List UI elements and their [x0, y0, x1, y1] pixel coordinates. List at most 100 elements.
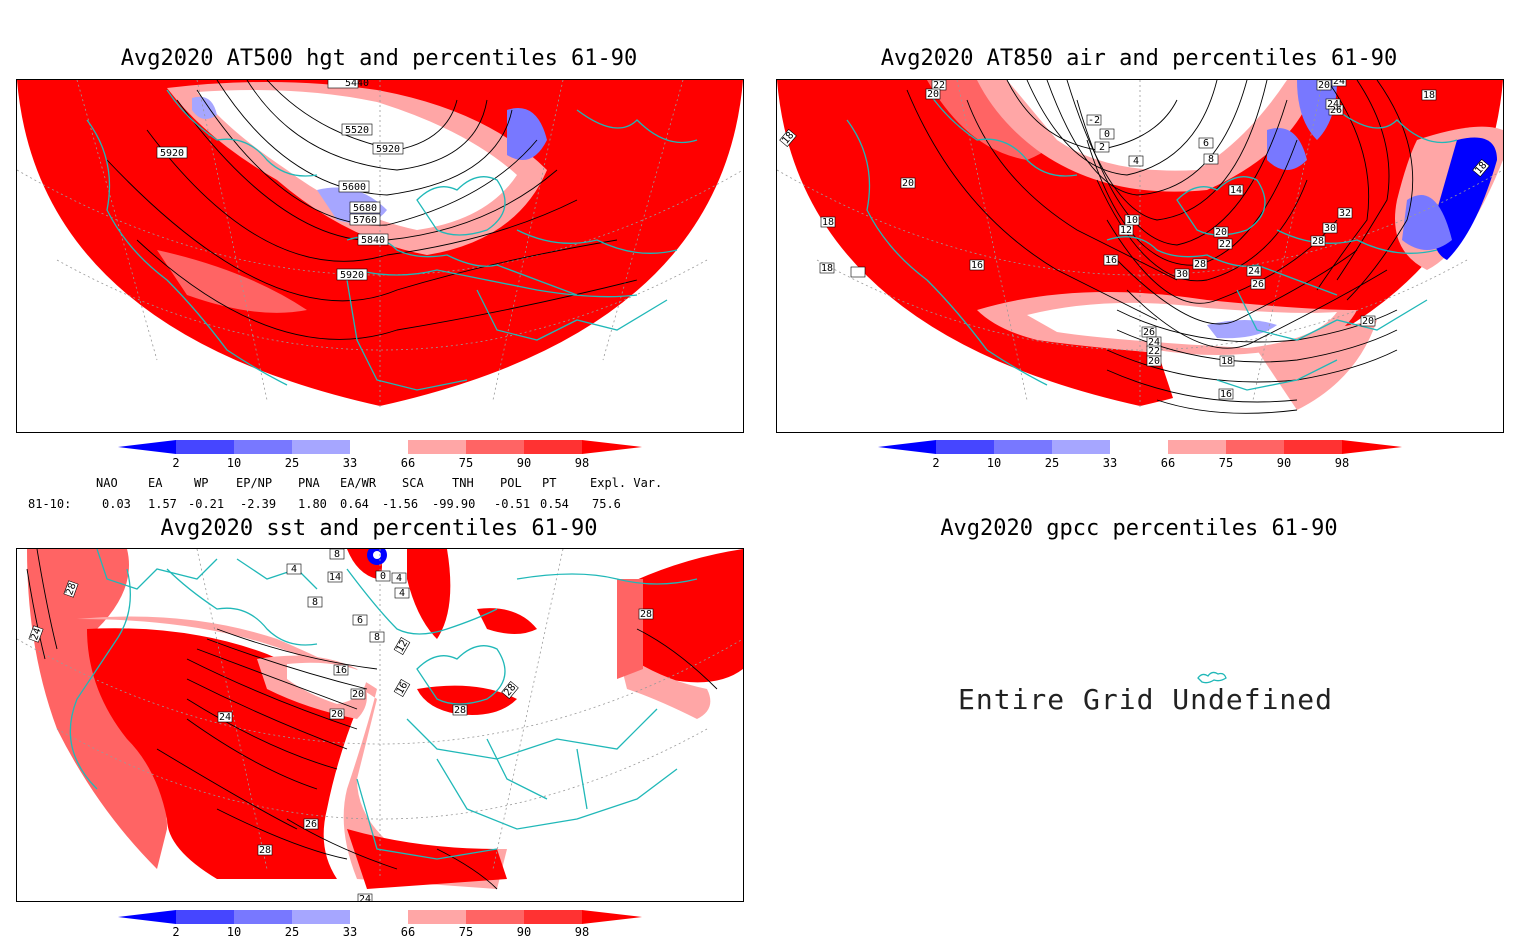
contour-label: 30	[1176, 269, 1188, 280]
index-value: -0.51	[494, 497, 531, 511]
colorbar-tick: 66	[400, 925, 416, 939]
colorbar-tick: 10	[226, 925, 242, 939]
contour-label: 30	[1324, 223, 1336, 234]
panel2-map: 22 20 20 24 18 18 -2 0 2 4 6 8 26 24 18 …	[776, 79, 1504, 433]
index-value: 0.64	[340, 497, 369, 511]
index-value: 1.57	[148, 497, 177, 511]
colorbar-tick: 66	[400, 456, 416, 470]
contour-label: 6	[357, 615, 363, 626]
contour-label: -2	[1088, 115, 1100, 126]
colorbar-tick: 98	[574, 925, 590, 939]
panel3-map: 28 24 8 4 14 0 4 4 8 6 8 12 16 16 20 20 …	[16, 548, 744, 902]
contour-label: 10	[1126, 215, 1138, 226]
contour-label: 28	[1194, 259, 1206, 270]
contour-label: 14	[329, 572, 341, 583]
index-row-label: 81-10:	[28, 497, 72, 511]
sst-contours	[26, 549, 718, 890]
colorbar-tick: 33	[342, 925, 358, 939]
colorbar-tick: 90	[1276, 456, 1292, 470]
contour-label: 12	[1120, 225, 1132, 236]
contour-label: 20	[927, 89, 939, 100]
contour-label: 26	[1252, 279, 1264, 290]
colorbar-tick: 98	[1334, 456, 1350, 470]
contour-label: 8	[374, 632, 380, 643]
contour-label: 20	[1362, 316, 1374, 327]
contour-label: 20	[1148, 356, 1160, 367]
panel3-title: Avg2020 sst and percentiles 61-90	[160, 516, 598, 541]
colorbar-tick: 10	[986, 456, 1002, 470]
index-header: EP/NP	[236, 476, 273, 490]
contour-label: 5600	[342, 182, 366, 193]
colorbar-panel1: 2 10 25 33 66 75 90 98	[118, 440, 642, 476]
colorbar-tick: 25	[284, 456, 300, 470]
contour-label: 20	[352, 689, 364, 700]
contour-label: 5840	[361, 235, 385, 246]
index-value: -2.39	[240, 497, 277, 511]
colorbar-tick: 25	[1044, 456, 1060, 470]
contour-label: 5520	[345, 125, 369, 136]
colorbar-tick: 2	[172, 925, 180, 939]
contour-label: 28	[454, 705, 466, 716]
contour-label: 24	[1148, 337, 1160, 348]
index-value: 75.6	[592, 497, 621, 511]
contour-label: 16	[1105, 255, 1117, 266]
index-header: TNH	[452, 476, 474, 490]
index-header: EA	[148, 476, 163, 490]
contour-label: 0	[1104, 129, 1110, 140]
contour-label: 14	[1230, 185, 1242, 196]
contour-label: 6	[1203, 138, 1209, 149]
colorbar-tick: 33	[342, 456, 358, 470]
contour-label: 5920	[340, 270, 364, 281]
colorbar-tick: 75	[458, 456, 474, 470]
high-percentile-band	[157, 250, 307, 313]
contour-label: 18	[1423, 90, 1435, 101]
low-percentile-area	[507, 108, 547, 160]
contour-label: 24	[219, 712, 231, 723]
contour-label: 5760	[353, 215, 377, 226]
colorbar-tick: 66	[1160, 456, 1176, 470]
index-header: SCA	[402, 476, 424, 490]
index-value: -99.90	[432, 497, 476, 511]
index-value: 0.03	[102, 497, 131, 511]
colorbar-panel3: 2 10 25 33 66 75 90 98	[118, 910, 642, 940]
contour-label: 20	[1215, 227, 1227, 238]
contour-label: 12	[395, 638, 411, 654]
contour-label: 22	[933, 80, 945, 91]
panel4-title: Avg2020 gpcc percentiles 61-90	[940, 516, 1338, 541]
coast-fragment-icon	[1197, 671, 1227, 684]
contour-label: 26	[1143, 327, 1155, 338]
colorbar-tick: 90	[516, 925, 532, 939]
contour-label: 4	[396, 573, 402, 584]
contour-label: 24	[1248, 266, 1260, 277]
index-header: NAO	[96, 476, 118, 490]
contour-label: 20	[1318, 80, 1330, 91]
contour-label: 4	[399, 588, 405, 599]
contour-label: 24	[359, 894, 371, 901]
colorbar-tick: 2	[932, 456, 940, 470]
index-header: PNA	[298, 476, 320, 490]
contour-label: 28	[1312, 236, 1324, 247]
colorbar-tick: 98	[574, 456, 590, 470]
contour-label: 20	[902, 178, 914, 189]
panel1-title: Avg2020 AT500 hgt and percentiles 61-90	[120, 46, 638, 71]
contour-label: 0	[380, 571, 386, 582]
contour-label: 16	[395, 680, 411, 696]
low-percentile-area	[197, 89, 517, 230]
contour-label: 28	[259, 845, 271, 856]
contour-label: 18	[822, 217, 834, 228]
contour-label: 4	[291, 564, 297, 575]
colorbar-tick: 75	[1218, 456, 1234, 470]
contour-label: 5440	[345, 80, 369, 89]
contour-label-boxes	[156, 80, 404, 281]
contour-label: 16	[1220, 389, 1232, 400]
contour-label: 16	[335, 665, 347, 676]
index-header: POL	[500, 476, 522, 490]
panel1-map: 5440 5520 5600 5680 5760 5840 5920 5920 …	[16, 79, 744, 433]
contour-label: 26	[1330, 105, 1342, 116]
contour-label: 4	[1133, 156, 1139, 167]
index-value: -1.56	[382, 497, 419, 511]
index-header: Expl. Var.	[590, 476, 663, 490]
contour-label: 26	[305, 819, 317, 830]
contour-label: 28	[640, 609, 652, 620]
contour-label: 5680	[353, 203, 377, 214]
